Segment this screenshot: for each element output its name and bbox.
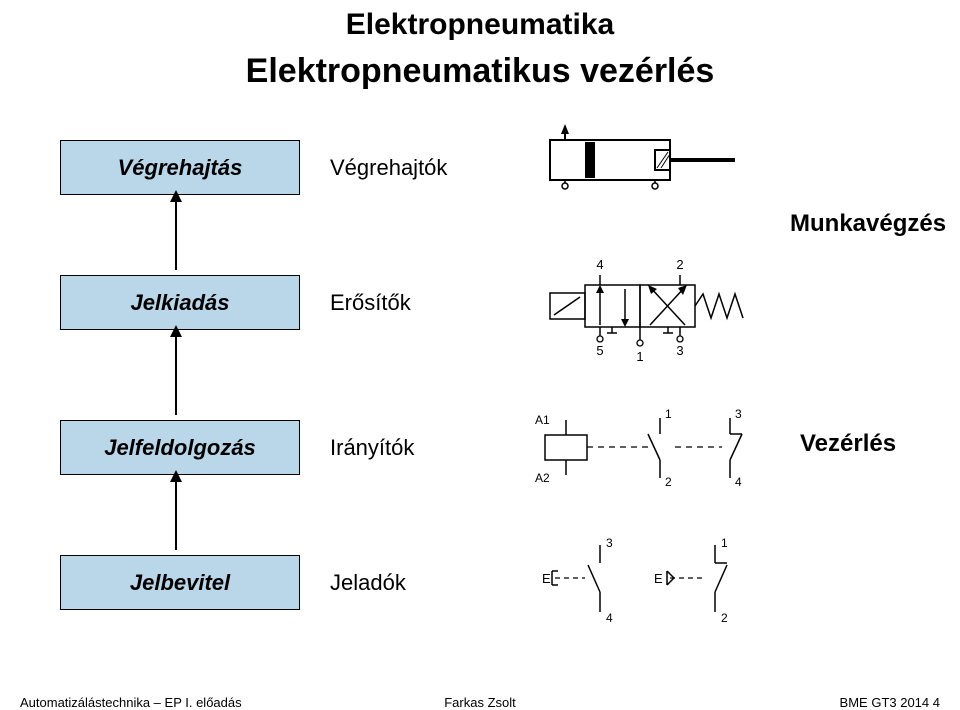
svg-text:1: 1 — [665, 407, 672, 421]
svg-text:5: 5 — [596, 343, 603, 358]
svg-text:3: 3 — [676, 343, 683, 358]
box-vegrehajtas: Végrehajtás — [60, 140, 300, 195]
svg-text:2: 2 — [676, 257, 683, 272]
box-jelfeldolgozas: Jelfeldolgozás — [60, 420, 300, 475]
arrow-up-icon — [175, 335, 177, 415]
arrow-up-icon — [175, 480, 177, 550]
box-label: Jelbevitel — [130, 570, 230, 596]
label-erositok: Erősítők — [330, 290, 411, 316]
box-label: Végrehajtás — [118, 155, 243, 181]
svg-text:2: 2 — [665, 475, 672, 489]
svg-text:1: 1 — [721, 536, 728, 550]
svg-text:2: 2 — [721, 611, 728, 625]
svg-text:A2: A2 — [535, 471, 550, 485]
symbol-valve: 4 2 5 3 1 — [530, 255, 760, 370]
box-label: Jelkiadás — [130, 290, 229, 316]
svg-text:E: E — [654, 571, 663, 586]
arrow-up-icon — [175, 200, 177, 270]
svg-text:3: 3 — [606, 536, 613, 550]
svg-text:4: 4 — [596, 257, 603, 272]
footer-right: BME GT3 2014 4 — [840, 695, 940, 710]
box-label: Jelfeldolgozás — [104, 435, 256, 461]
label-vegrehajtok: Végrehajtók — [330, 155, 447, 181]
svg-text:1: 1 — [636, 349, 643, 364]
symbol-sensors: E 3 4 E 1 2 — [540, 530, 760, 635]
label-iranyitok: Irányítók — [330, 435, 414, 461]
box-jelbevitel: Jelbevitel — [60, 555, 300, 610]
slide: Elektropneumatika Elektropneumatikus vez… — [0, 0, 960, 707]
symbol-cylinder — [540, 120, 740, 205]
label-vezerles: Vezérlés — [800, 430, 896, 458]
svg-text:4: 4 — [606, 611, 613, 625]
page-title: Elektropneumatika — [0, 8, 960, 42]
label-jeladok: Jeladók — [330, 570, 406, 596]
svg-text:3: 3 — [735, 407, 742, 421]
symbol-relay: A1 A2 1 2 3 4 — [530, 400, 760, 500]
svg-text:E: E — [542, 571, 551, 586]
label-munkavegzes: Munkavégzés — [790, 210, 946, 238]
svg-text:A1: A1 — [535, 413, 550, 427]
page-subtitle: Elektropneumatikus vezérlés — [0, 52, 960, 91]
footer-center: Farkas Zsolt — [0, 695, 960, 710]
svg-text:4: 4 — [735, 475, 742, 489]
box-jelkiadas: Jelkiadás — [60, 275, 300, 330]
